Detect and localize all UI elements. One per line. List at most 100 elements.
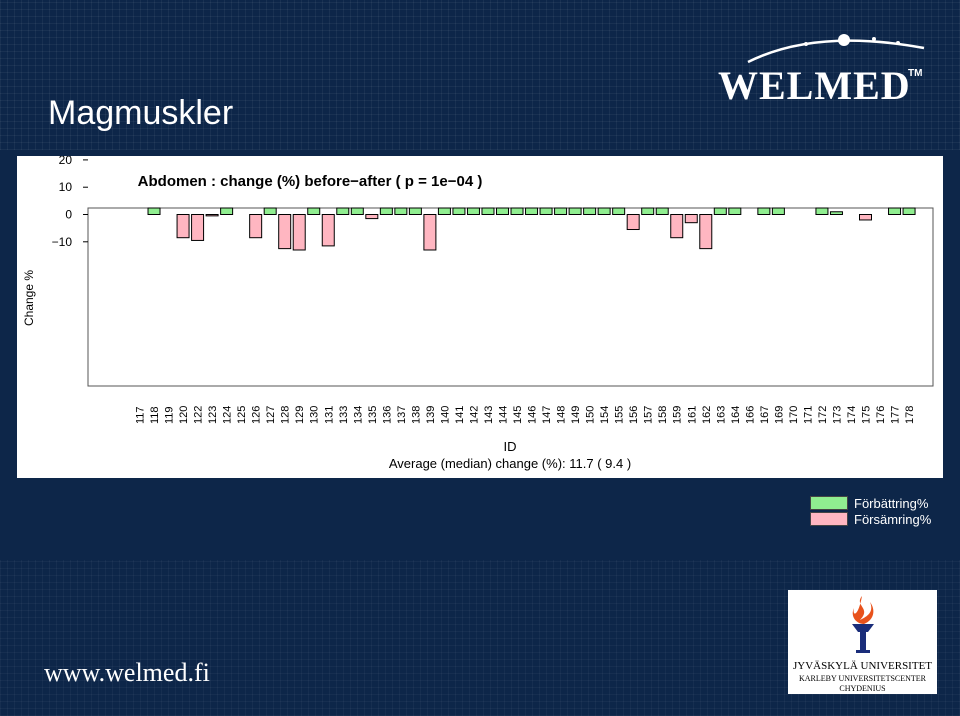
x-tick-label: 129 [294,406,306,424]
bar-169 [771,207,785,215]
x-tick-label: 135 [367,406,379,424]
logo-arc-icon [747,34,925,64]
x-tick-label: 125 [236,406,248,424]
bar-130 [307,207,321,215]
x-tick-label: 126 [251,406,263,424]
x-tick-label: 124 [222,406,234,424]
x-tick-label: 145 [512,406,524,424]
x-tick-label: 133 [338,406,350,424]
legend-item-improvement: Förbättring% [810,495,931,511]
x-tick-label: 134 [352,406,364,424]
bar-128 [278,214,292,250]
x-tick-label: 131 [323,406,335,424]
university-name: JYVÄSKYLÄ UNIVERSITET [792,660,933,672]
welmed-logo: WELMED TM [718,34,928,108]
bar-161 [684,214,698,224]
x-tick-label: 161 [686,406,698,424]
x-tick-label: 162 [701,406,713,424]
logo-text: WELMED [718,63,911,108]
legend: Förbättring% Försämring% [810,496,931,528]
x-tick-label: 149 [570,406,582,424]
x-tick-label: 137 [396,406,408,424]
x-tick-label: 166 [744,406,756,424]
x-tick-label: 128 [280,406,292,424]
x-tick-label: 120 [178,406,190,424]
x-tick-label: 143 [483,406,495,424]
chart-subtitle: Average (median) change (%): 11.7 ( 9.4 … [389,456,631,471]
bar-138 [408,207,422,215]
bar-167 [757,207,771,215]
x-tick-label: 175 [861,406,873,424]
x-tick-label: 130 [309,406,321,424]
bar-140 [437,207,451,215]
y-axis: −1001020304050 [52,71,88,249]
x-tick-label: 155 [614,406,626,424]
bar-127 [263,207,277,215]
x-tick-label: 142 [468,406,480,424]
x-tick-label: 174 [846,406,858,424]
bars-group [147,207,916,251]
bar-141 [452,207,466,215]
logo-trademark: TM [908,68,923,79]
y-tick-label: 0 [65,208,72,222]
bar-122 [191,214,205,241]
bar-147 [539,207,553,215]
legend-label: Förbättring% [854,495,929,511]
legend-label: Försämring% [854,511,932,527]
x-tick-label: 127 [265,406,277,424]
x-tick-label: 158 [657,406,669,424]
x-axis-label: ID [504,439,517,454]
bar-154 [597,207,611,215]
x-tick-label: 164 [730,406,742,424]
slide-title: Magmuskler [48,94,234,132]
footer-url: www.welmed.fi [44,658,210,687]
x-tick-label: 123 [207,406,219,424]
x-tick-label: 167 [759,406,771,424]
bar-173 [829,211,843,216]
x-tick-label: 144 [498,406,510,424]
bar-134 [350,207,364,215]
chart-title: Abdomen : change (%) before−after ( p = … [138,173,483,190]
bar-177 [888,207,902,215]
x-tick-labels: 117 118 119 120 122 123 124 125 126 127 128 129 130 1… [135,406,917,424]
x-tick-label: 172 [817,406,829,424]
y-axis-label: Change % [22,270,36,326]
x-tick-label: 117 [135,406,147,424]
bar-118 [147,207,161,215]
bar-178 [902,207,916,215]
x-tick-label: 118 [149,406,161,424]
bar-142 [466,207,480,215]
bar-175 [859,214,872,221]
x-tick-label: 119 [164,406,176,424]
bar-162 [699,214,713,250]
x-tick-label: 173 [831,406,843,424]
x-tick-label: 154 [599,406,611,424]
legend-swatch-green [810,496,848,510]
bar-148 [554,207,568,215]
x-tick-label: 148 [556,406,568,424]
x-tick-label: 156 [628,406,640,424]
legend-item-worsening: Försämring% [810,511,932,527]
x-tick-label: 141 [454,406,466,424]
bar-150 [583,207,597,215]
bar-163 [713,207,727,215]
bar-145 [510,207,524,215]
x-tick-label: 122 [193,406,205,424]
x-tick-label: 177 [890,406,902,424]
x-tick-label: 147 [541,406,553,424]
x-tick-label: 159 [672,406,684,424]
x-tick-label: 169 [773,406,785,424]
x-tick-label: 157 [643,406,655,424]
plot-frame [87,207,934,387]
x-tick-label: 136 [381,406,393,424]
x-tick-label: 150 [585,406,597,424]
university-chydenius: CHYDENIUS [839,684,886,693]
bar-137 [394,207,408,215]
bar-149 [568,207,582,215]
bar-135 [365,214,379,220]
bar-146 [525,207,539,215]
bar-120 [176,214,190,239]
chart-panel: Abdomen : change (%) before−after ( p = … [17,71,943,478]
bar-136 [379,207,393,215]
bar-156 [626,214,640,231]
